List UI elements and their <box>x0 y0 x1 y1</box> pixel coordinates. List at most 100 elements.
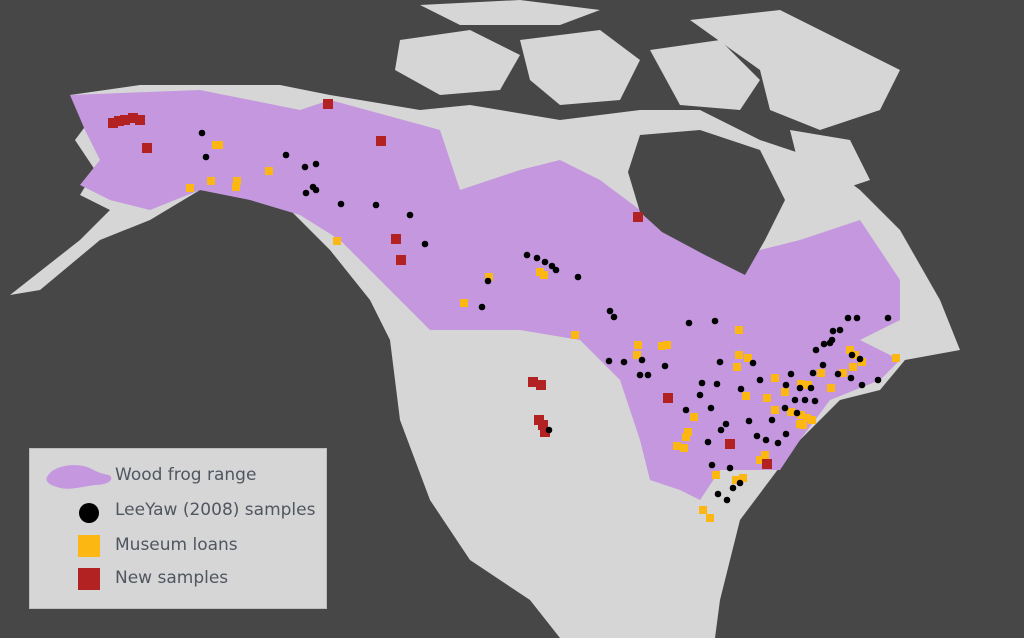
leeyaw-sample-marker <box>716 358 724 366</box>
leeyaw-sample-marker <box>796 384 804 392</box>
leeyaw-sample-marker <box>836 326 844 334</box>
museum-loan-marker <box>735 326 743 334</box>
leeyaw-sample-marker <box>717 426 725 434</box>
arctic-island <box>520 30 640 105</box>
wood-frog-range <box>70 90 900 500</box>
leeyaw-sample-marker <box>722 420 730 428</box>
museum-loan-marker <box>485 273 493 281</box>
arctic-island <box>395 30 520 95</box>
new-sample-marker <box>323 99 333 109</box>
museum-loan-marker <box>733 363 741 371</box>
museum-loan-marker <box>739 474 747 482</box>
leeyaw-sample-marker <box>484 277 492 285</box>
leeyaw-sample-marker <box>787 370 795 378</box>
museum-loan-marker <box>742 392 750 400</box>
leeyaw-sample-marker <box>605 357 613 365</box>
leeyaw-sample-marker <box>844 314 852 322</box>
leeyaw-sample-marker <box>723 496 731 504</box>
museum-loan-marker <box>673 442 681 450</box>
museum-loan-marker <box>215 141 223 149</box>
leeyaw-sample-marker <box>768 416 776 424</box>
new-sample-marker <box>391 234 401 244</box>
leeyaw-sample-marker <box>302 189 310 197</box>
leeyaw-sample-marker <box>782 430 790 438</box>
arctic-island <box>650 40 760 110</box>
new-sample-marker <box>538 420 548 430</box>
museum-loan-marker <box>763 394 771 402</box>
museum-loan-marker <box>761 451 769 459</box>
museum-loan-marker <box>460 299 468 307</box>
leeyaw-sample-marker <box>829 327 837 335</box>
leeyaw-sample-marker <box>312 186 320 194</box>
leeyaw-sample-marker <box>812 346 820 354</box>
museum-loan-marker <box>634 341 642 349</box>
new-sample-marker <box>536 380 546 390</box>
leeyaw-sample-marker <box>282 151 290 159</box>
museum-loan-marker <box>799 421 807 429</box>
new-sample-marker <box>663 393 673 403</box>
leeyaw-sample-marker <box>406 211 414 219</box>
museum-loan-marker <box>663 341 671 349</box>
leeyaw-sample-marker <box>745 417 753 425</box>
leeyaw-sample-marker <box>729 484 737 492</box>
leeyaw-sample-marker <box>478 303 486 311</box>
leeyaw-sample-marker <box>606 307 614 315</box>
new-sample-marker <box>128 113 138 123</box>
leeyaw-sample-marker <box>696 391 704 399</box>
leeyaw-sample-marker <box>620 358 628 366</box>
museum-loan-marker <box>839 369 847 377</box>
new-sample-marker <box>376 136 386 146</box>
museum-loan-marker <box>808 416 816 424</box>
museum-loan-marker <box>858 358 866 366</box>
leeyaw-sample-marker <box>756 376 764 384</box>
leeyaw-sample-marker <box>682 406 690 414</box>
leeyaw-sample-marker <box>853 314 861 322</box>
museum-loan-marker <box>846 346 854 354</box>
museum-loan-marker <box>186 184 194 192</box>
museum-loan-marker <box>732 476 740 484</box>
new-sample-marker <box>528 377 538 387</box>
new-sample-marker <box>762 459 772 469</box>
leeyaw-sample-marker <box>819 361 827 369</box>
leeyaw-sample-marker <box>337 200 345 208</box>
museum-loan-marker <box>690 413 698 421</box>
legend-label-museum: Museum loans <box>115 535 238 555</box>
leeyaw-sample-marker <box>541 258 549 266</box>
leeyaw-sample-marker <box>198 129 206 137</box>
museum-loan-marker <box>658 342 666 350</box>
museum-loan-marker <box>680 444 688 452</box>
leeyaw-sample-marker <box>548 262 556 270</box>
leeyaw-sample-marker <box>782 381 790 389</box>
leeyaw-sample-marker <box>874 376 882 384</box>
leeyaw-sample-marker <box>737 385 745 393</box>
museum-loan-marker <box>735 351 743 359</box>
museum-loan-marker <box>803 414 811 422</box>
leeyaw-sample-marker <box>533 254 541 262</box>
leeyaw-sample-marker <box>807 384 815 392</box>
museum-loan-marker <box>633 351 641 359</box>
leeyaw-sample-marker <box>749 359 757 367</box>
museum-loan-marker <box>265 167 273 175</box>
leeyaw-sample-marker <box>711 317 719 325</box>
sample-markers <box>108 99 900 522</box>
leeyaw-sample-marker <box>661 362 669 370</box>
leeyaw-sample-marker <box>858 381 866 389</box>
legend-label-new: New samples <box>115 568 229 588</box>
museum-loan-marker <box>756 456 764 464</box>
leeyaw-sample-marker <box>801 396 809 404</box>
museum-loan-marker <box>849 363 857 371</box>
museum-loan-marker <box>771 374 779 382</box>
arctic-island <box>690 10 900 130</box>
leeyaw-sample-marker <box>847 374 855 382</box>
leeyaw-sample-marker <box>781 404 789 412</box>
new-sample-marker <box>135 115 145 125</box>
museum-loan-marker <box>706 514 714 522</box>
new-sample-marker <box>540 427 550 437</box>
museum-loan-marker <box>744 354 752 362</box>
hudson-bay <box>628 130 785 275</box>
museum-loan-marker <box>207 177 215 185</box>
leeyaw-sample-marker <box>848 351 856 359</box>
new-sample-marker <box>120 115 130 125</box>
square-icon-new <box>78 568 100 590</box>
